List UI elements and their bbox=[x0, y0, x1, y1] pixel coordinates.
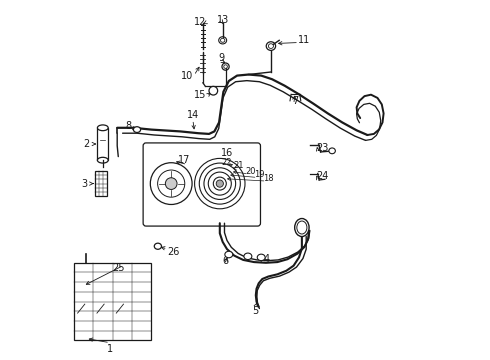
Text: 10: 10 bbox=[181, 71, 194, 81]
Text: 13: 13 bbox=[217, 15, 229, 25]
Text: 24: 24 bbox=[316, 171, 329, 181]
Circle shape bbox=[195, 158, 245, 209]
Text: 12: 12 bbox=[194, 17, 206, 27]
Ellipse shape bbox=[154, 243, 162, 249]
Ellipse shape bbox=[209, 86, 218, 95]
Bar bbox=[74, 263, 151, 340]
Text: 1: 1 bbox=[107, 344, 113, 354]
Text: 22: 22 bbox=[221, 158, 232, 167]
Text: 2: 2 bbox=[83, 139, 90, 149]
Ellipse shape bbox=[133, 127, 141, 132]
Ellipse shape bbox=[98, 125, 108, 131]
Text: 19: 19 bbox=[254, 170, 265, 179]
Text: 5: 5 bbox=[253, 306, 259, 316]
Text: 4: 4 bbox=[264, 254, 270, 264]
Ellipse shape bbox=[222, 63, 229, 70]
Circle shape bbox=[150, 163, 192, 204]
Text: 20: 20 bbox=[245, 166, 256, 176]
Circle shape bbox=[199, 163, 240, 204]
Text: 14: 14 bbox=[187, 110, 199, 120]
Text: 23: 23 bbox=[316, 143, 329, 153]
Ellipse shape bbox=[266, 42, 275, 50]
Text: 9: 9 bbox=[219, 53, 224, 63]
Text: 17: 17 bbox=[177, 155, 190, 165]
Ellipse shape bbox=[257, 254, 265, 261]
Text: 15: 15 bbox=[194, 90, 206, 100]
Text: 25: 25 bbox=[112, 263, 124, 273]
Circle shape bbox=[213, 177, 226, 190]
Circle shape bbox=[204, 168, 236, 199]
Ellipse shape bbox=[219, 37, 227, 44]
Text: 26: 26 bbox=[167, 247, 179, 257]
Text: 6: 6 bbox=[222, 256, 228, 266]
Text: 7: 7 bbox=[292, 96, 298, 106]
Ellipse shape bbox=[98, 157, 108, 163]
Text: 16: 16 bbox=[221, 148, 233, 158]
Text: 3: 3 bbox=[82, 179, 88, 189]
Circle shape bbox=[165, 178, 177, 189]
Ellipse shape bbox=[297, 221, 307, 234]
Text: 21: 21 bbox=[233, 161, 244, 170]
Ellipse shape bbox=[329, 148, 335, 154]
Text: 11: 11 bbox=[298, 35, 311, 45]
FancyBboxPatch shape bbox=[143, 143, 261, 226]
Text: 8: 8 bbox=[125, 121, 131, 131]
Circle shape bbox=[208, 172, 231, 195]
Bar bbox=[95, 171, 107, 196]
Ellipse shape bbox=[224, 65, 227, 68]
Ellipse shape bbox=[220, 39, 225, 42]
Circle shape bbox=[216, 180, 223, 187]
Ellipse shape bbox=[294, 219, 309, 237]
Text: 18: 18 bbox=[263, 174, 274, 183]
Ellipse shape bbox=[269, 44, 273, 49]
Circle shape bbox=[158, 170, 185, 197]
Bar bbox=[98, 128, 108, 160]
Ellipse shape bbox=[225, 251, 233, 258]
Ellipse shape bbox=[244, 253, 252, 260]
